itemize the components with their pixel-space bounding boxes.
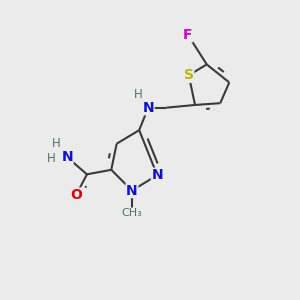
Text: N: N (126, 184, 138, 197)
Text: S: S (184, 68, 194, 82)
Text: N: N (61, 150, 73, 164)
Text: N: N (152, 168, 163, 182)
Text: CH₃: CH₃ (122, 208, 142, 218)
Text: N: N (142, 101, 154, 115)
Text: O: O (70, 188, 82, 202)
Text: F: F (183, 28, 193, 42)
Text: H: H (52, 137, 61, 150)
Text: H: H (46, 152, 55, 165)
Text: H: H (134, 88, 143, 101)
